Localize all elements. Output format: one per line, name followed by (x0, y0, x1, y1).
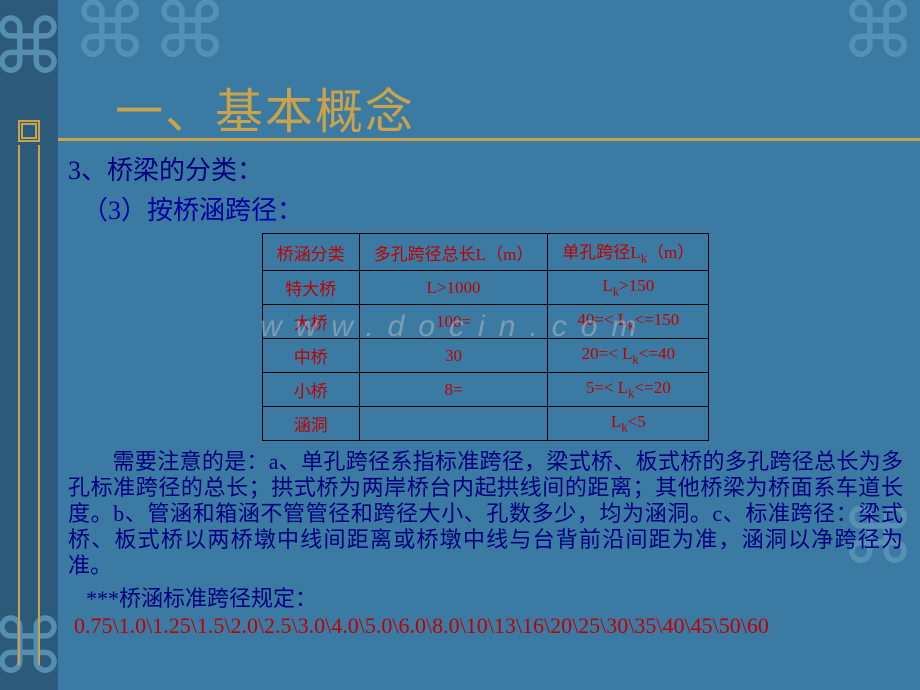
heading-sub: （3）按桥涵跨径： (82, 190, 903, 227)
table-row: 大桥100=40=< Lk<=150 (262, 305, 709, 339)
accent-square-inner (21, 123, 37, 139)
span-classification-table: 桥涵分类多孔跨径总长L（m）单孔跨径Lk（m） 特大桥L>1000Lk>150大… (262, 233, 710, 441)
spec-values: 0.75\1.0\1.25\1.5\2.0\2.5\3.0\4.0\5.0\6.… (74, 613, 903, 639)
table-cell: 100= (359, 305, 548, 339)
table-cell: 8= (359, 373, 548, 407)
table-cell: 中桥 (262, 339, 359, 373)
table-cell: Lk>150 (548, 271, 709, 305)
bg-meander-2: ⌘ (152, 0, 228, 70)
table-cell: 20=< Lk<=40 (548, 339, 709, 373)
note-paragraph: 需要注意的是：a、单孔跨径系指标准跨径，梁式桥、板式桥的多孔跨径总长为多孔标准跨… (68, 449, 903, 579)
table-cell: 涵洞 (262, 407, 359, 441)
table-row: 特大桥L>1000Lk>150 (262, 271, 709, 305)
content-area: 3、桥梁的分类： （3）按桥涵跨径： 桥涵分类多孔跨径总长L（m）单孔跨径Lk（… (68, 150, 903, 640)
heading-level-3: 3、桥梁的分类： (68, 150, 903, 187)
table-cell: L>1000 (359, 271, 548, 305)
sidebar-accent: ⌘ ⌘ (0, 0, 58, 690)
table-cell: Lk<5 (548, 407, 709, 441)
table-cell: 40=< Lk<=150 (548, 305, 709, 339)
table-cell (359, 407, 548, 441)
table-header-row: 桥涵分类多孔跨径总长L（m）单孔跨径Lk（m） (262, 234, 709, 271)
accent-vertical-lines (18, 145, 40, 665)
spec-label: ***桥涵标准跨径规定： (86, 581, 903, 613)
slide: ⌘ ⌘ ⌘ ⌘ ⌘ ⌘ 一、基本概念 3、桥梁的分类： （3）按桥涵跨径： 桥涵… (0, 0, 920, 690)
table-row: 涵洞 Lk<5 (262, 407, 709, 441)
table-cell: 小桥 (262, 373, 359, 407)
bg-meander-1: ⌘ (72, 0, 148, 70)
table-col-header: 桥涵分类 (262, 234, 359, 271)
table-body: 特大桥L>1000Lk>150大桥100=40=< Lk<=150中桥3020=… (262, 271, 709, 441)
table-cell: 30 (359, 339, 548, 373)
bg-meander-3: ⌘ (840, 0, 916, 70)
page-title: 一、基本概念 (115, 72, 415, 142)
table-col-header: 多孔跨径总长L（m） (359, 234, 548, 271)
table-row: 中桥3020=< Lk<=40 (262, 339, 709, 373)
table-cell: 大桥 (262, 305, 359, 339)
title-underline (58, 138, 920, 141)
table-cell: 5=< Lk<=20 (548, 373, 709, 407)
sidebar-meander-1: ⌘ (0, 10, 66, 86)
table-cell: 特大桥 (262, 271, 359, 305)
table-row: 小桥8=5=< Lk<=20 (262, 373, 709, 407)
table-col-header: 单孔跨径Lk（m） (548, 234, 709, 271)
